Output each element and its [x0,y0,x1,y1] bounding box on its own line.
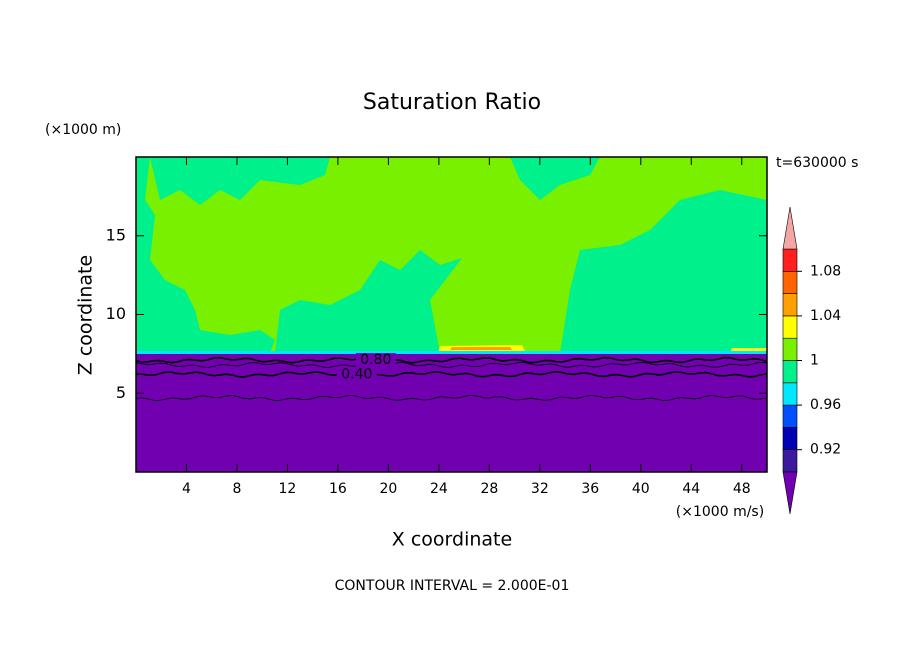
y-tick-label: 10 [106,304,126,323]
x-tick-label: 48 [733,481,751,497]
chart-title: Saturation Ratio [363,90,541,115]
x-tick-label: 12 [279,481,297,497]
field-region [275,250,462,353]
field-region [136,157,275,353]
x-tick-label: 4 [182,481,191,497]
x-tick-label: 44 [682,481,700,497]
field [136,157,767,472]
x-tick-label: 16 [329,481,347,497]
y-unit: (×1000 m) [45,122,121,138]
contour-line [135,394,767,402]
colorbar-tick-label: 0.92 [810,442,841,458]
contour-line [135,356,767,364]
colorbar-box [782,337,798,361]
colorbar-box [782,427,798,450]
colorbar-box [782,315,798,339]
colorbar-tick-label: 1.08 [810,263,841,279]
x-tick-label: 8 [232,481,241,497]
time-label: t=630000 s [776,155,858,171]
colorbar-box [782,293,798,317]
contour-label: 0.40 [341,366,372,382]
field-region [136,353,767,472]
colorbar-tick-label: 0.96 [810,397,841,413]
colorbar-tick-label: 1 [810,353,819,369]
x-tick-label: 36 [581,481,599,497]
footer: CONTOUR INTERVAL = 2.000E-01 [335,578,570,594]
field-region [150,157,330,205]
y-tick-label: 5 [116,383,126,402]
x-axis-label: X coordinate [392,529,512,551]
x-tick-label: 40 [632,481,650,497]
x-tick-label: 32 [531,481,549,497]
x-unit: (×1000 m/s) [676,504,764,520]
y-axis-label: Z coordinate [75,255,97,375]
colorbar-box [782,270,798,294]
colorbar-box [782,404,798,428]
contour-label-bg [355,353,396,368]
colorbar-box [782,382,798,406]
colorbar-over [782,206,798,250]
colorbar-tick-label: 1.04 [810,308,841,324]
contour-label-bg [336,367,377,382]
contour-line [135,361,767,369]
colorbar-under [782,471,798,515]
contour-label: 0.80 [360,352,391,368]
y-tick-label: 15 [106,225,126,244]
field-region [136,351,767,354]
field-region [560,190,767,353]
x-tick-label: 20 [379,481,397,497]
colorbar-box [782,248,798,272]
colorbar-box [782,360,798,384]
x-tick-label: 28 [480,481,498,497]
contour-line [135,370,767,378]
x-tick-label: 24 [430,481,448,497]
field-region [450,347,512,350]
field-region [510,157,600,200]
colorbar-box [782,449,798,473]
